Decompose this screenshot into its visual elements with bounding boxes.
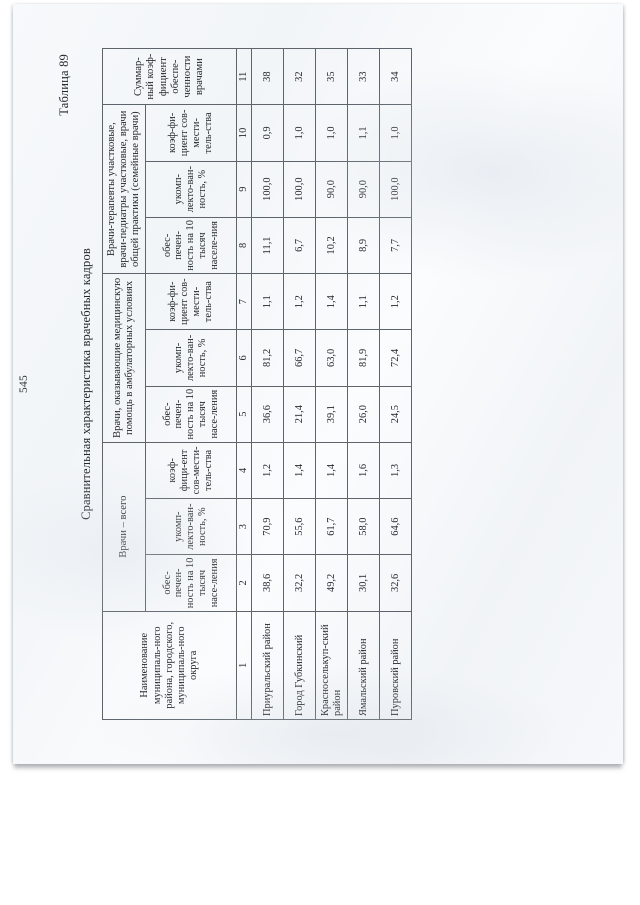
cell-value: 0,9: [251, 104, 284, 162]
cell-value: 7,7: [379, 217, 412, 274]
cell-value: 1,4: [315, 273, 348, 330]
cell-value: 100,0: [379, 161, 412, 218]
column-number-7: 7: [236, 273, 252, 330]
column-number-11: 11: [236, 48, 252, 105]
column-number-8: 8: [236, 217, 252, 274]
cell-value: 1,1: [251, 273, 284, 330]
cell-value: 33: [347, 48, 380, 105]
column-number-row: 1 2 3 4 5 6 7 8 9 10 11: [236, 48, 252, 720]
cell-value: 1,4: [315, 442, 348, 499]
group-header-row: Наименование муниципаль-ного района, гор…: [102, 48, 237, 720]
subheader-district-provision: обес-печен-ность на 10 тысяч населе-ния: [145, 217, 237, 274]
subheader-outp-combination: коэф-фи-циент сов-мести-тель-ства: [145, 273, 237, 330]
doctors-staffing-table: Наименование муниципаль-ного района, гор…: [102, 48, 412, 720]
column-number-10: 10: [236, 104, 252, 162]
cell-value: 90,0: [347, 161, 380, 218]
cell-value: 100,0: [283, 161, 316, 218]
cell-value: 100,0: [251, 161, 284, 218]
cell-value: 32,6: [379, 554, 412, 612]
column-number-2: 2: [236, 554, 252, 612]
cell-value: 26,0: [347, 386, 380, 443]
cell-value: 64,6: [379, 498, 412, 555]
row-label: Город Губкинский: [283, 611, 316, 720]
column-number-5: 5: [236, 386, 252, 443]
table-row: Приуральский район 38,6 70,9 1,2 36,6 81…: [251, 48, 284, 720]
cell-value: 11,1: [251, 217, 284, 274]
cell-value: 49,2: [315, 554, 348, 612]
table-body: Приуральский район 38,6 70,9 1,2 36,6 81…: [251, 48, 412, 720]
subheader-all-combination: коэф-фици-ент сов-мести-тель-ства: [145, 442, 237, 499]
cell-value: 38: [251, 48, 284, 105]
cell-value: 66,7: [283, 329, 316, 387]
table-row: Красноселькуп-ский район 49,2 61,7 1,4 3…: [315, 48, 348, 720]
stub-header: Наименование муниципаль-ного района, гор…: [102, 611, 237, 720]
row-label: Красноселькуп-ский район: [315, 611, 348, 720]
column-number-3: 3: [236, 498, 252, 555]
subheader-district-staffing: укомп-лекто-ван-ность, %: [145, 161, 237, 218]
column-number-9: 9: [236, 161, 252, 218]
cell-value: 63,0: [315, 329, 348, 387]
cell-value: 1,0: [283, 104, 316, 162]
cell-value: 81,9: [347, 329, 380, 387]
cell-value: 21,4: [283, 386, 316, 443]
cell-value: 1,1: [347, 104, 380, 162]
cell-value: 10,2: [315, 217, 348, 274]
cell-value: 81,2: [251, 329, 284, 387]
cell-value: 32: [283, 48, 316, 105]
cell-value: 61,7: [315, 498, 348, 555]
row-label: Приуральский район: [251, 611, 284, 720]
column-number-1: 1: [236, 611, 252, 720]
cell-value: 8,9: [347, 217, 380, 274]
cell-value: 30,1: [347, 554, 380, 612]
table-header: Наименование муниципаль-ного района, гор…: [102, 48, 252, 720]
column-number-6: 6: [236, 329, 252, 387]
cell-value: 1,6: [347, 442, 380, 499]
group-header-district-doctors: Врачи-терапевты участковые, врачи-педиат…: [102, 104, 146, 274]
cell-value: 1,2: [379, 273, 412, 330]
table-row: Ямальский район 30,1 58,0 1,6 26,0 81,9 …: [347, 48, 380, 720]
cell-value: 1,1: [347, 273, 380, 330]
cell-value: 1,0: [379, 104, 412, 162]
subheader-district-combination: коэф-фи-циент сов-мести-тель-ства: [145, 104, 237, 162]
cell-value: 24,5: [379, 386, 412, 443]
cell-value: 39,1: [315, 386, 348, 443]
cell-value: 58,0: [347, 498, 380, 555]
cell-value: 1,4: [283, 442, 316, 499]
table-row: Город Губкинский 32,2 55,6 1,4 21,4 66,7…: [283, 48, 316, 720]
cell-value: 35: [315, 48, 348, 105]
row-label: Ямальский район: [347, 611, 380, 720]
subheader-outp-staffing: укомп-лекто-ван-ность, %: [145, 329, 237, 387]
page-number: 545: [18, 375, 30, 393]
cell-value: 1,3: [379, 442, 412, 499]
group-header-all-doctors: Врачи – всего: [102, 442, 146, 612]
cell-value: 1,0: [315, 104, 348, 162]
cell-value: 36,6: [251, 386, 284, 443]
cell-value: 32,2: [283, 554, 316, 612]
cell-value: 55,6: [283, 498, 316, 555]
cell-value: 1,2: [251, 442, 284, 499]
subheader-all-provision: обес-печен-ность на 10 тысяч насе-ления: [145, 554, 237, 612]
group-header-total-coefficient: Суммар-ный коэф-фициент обеспе-ченности …: [102, 48, 237, 105]
cell-value: 90,0: [315, 161, 348, 218]
column-number-4: 4: [236, 442, 252, 499]
rotated-content-layer: 545 Таблица 89 Сравнительная характерист…: [13, 4, 623, 764]
subheader-all-staffing: укомп-лекто-ван-ность, %: [145, 498, 237, 555]
cell-value: 70,9: [251, 498, 284, 555]
group-header-outpatient-doctors: Врачи, оказывающие медицинскую помощь в …: [102, 273, 146, 443]
cell-value: 34: [379, 48, 412, 105]
subheader-outp-provision: обес-печен-ность на 10 тысяч насе-ления: [145, 386, 237, 443]
cell-value: 72,4: [379, 329, 412, 387]
document-page: 545 Таблица 89 Сравнительная характерист…: [13, 4, 623, 764]
cell-value: 1,2: [283, 273, 316, 330]
table-number-label: Таблица 89: [57, 54, 71, 116]
row-label: Пуровский район: [379, 611, 412, 720]
cell-value: 38,6: [251, 554, 284, 612]
table-caption: Сравнительная характеристика врачебных к…: [79, 248, 93, 520]
table-row: Пуровский район 32,6 64,6 1,3 24,5 72,4 …: [379, 48, 412, 720]
cell-value: 6,7: [283, 217, 316, 274]
